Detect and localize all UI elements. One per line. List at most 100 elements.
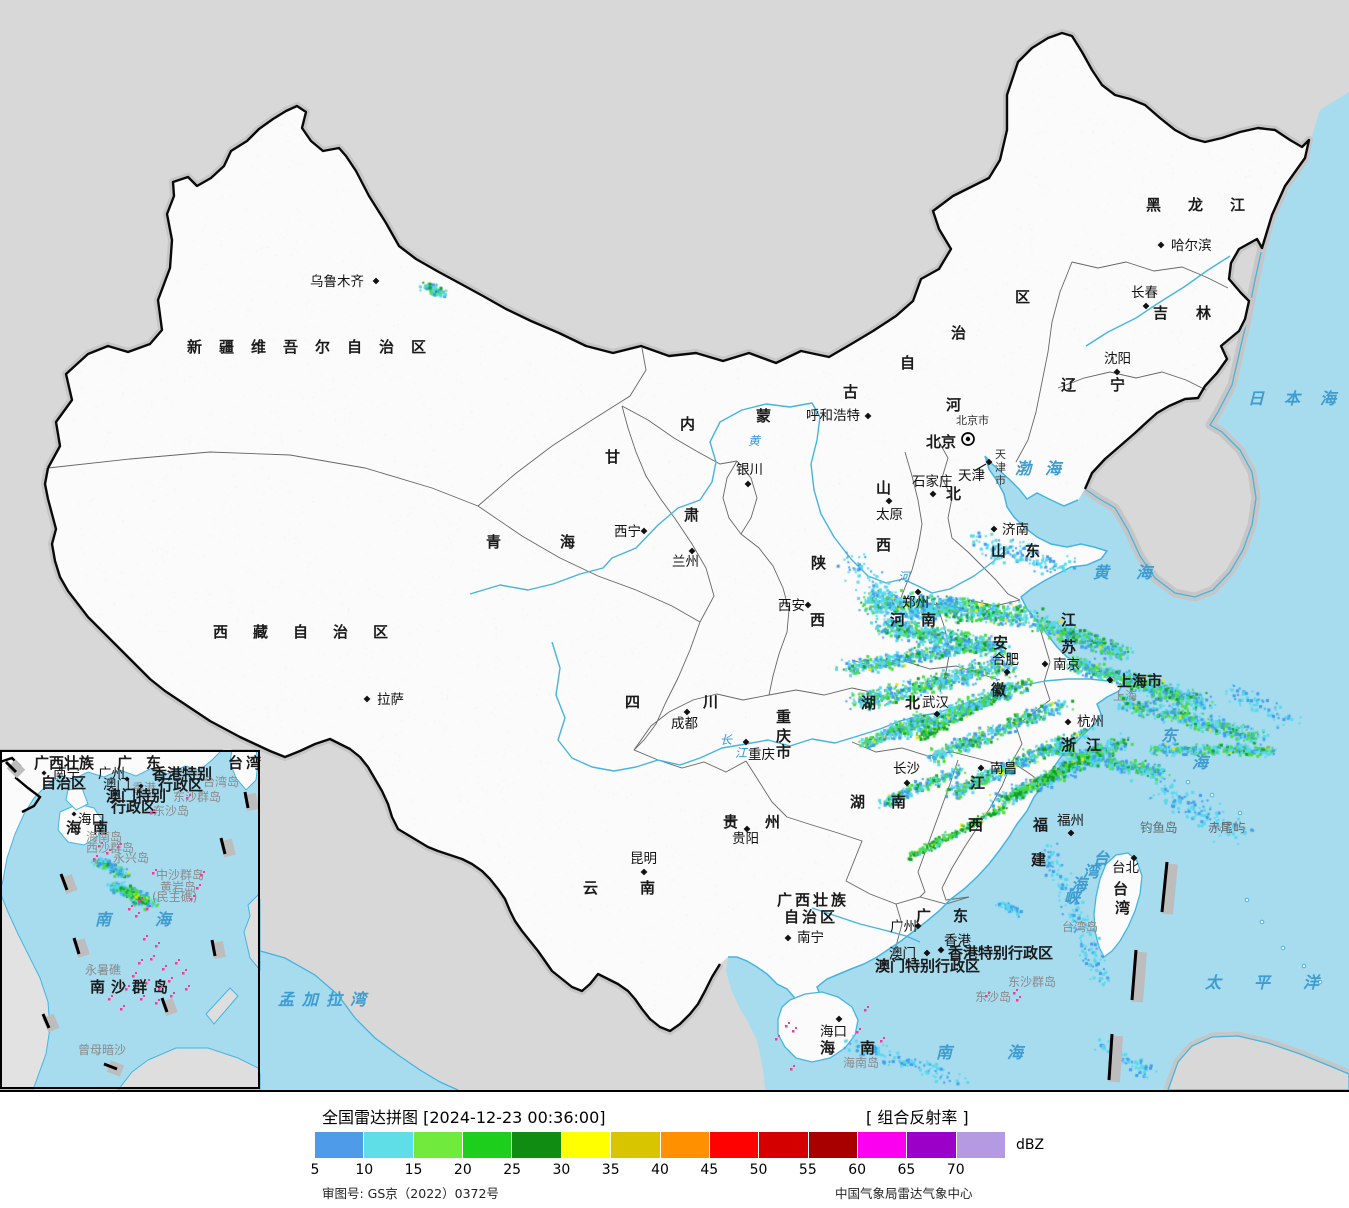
reef-mark [190,898,193,901]
province-label: 蒙 [756,407,771,425]
reef-mark [155,1002,158,1005]
river-label: 江 [735,746,749,760]
inset-label: 西沙群岛 [86,840,134,855]
sea-label: 峡 [1064,888,1083,907]
reef-mark [138,912,140,914]
reef-mark [153,809,155,811]
province-label: 四川 [625,693,781,711]
sea-label: 孟加拉湾 [278,990,374,1009]
city-label: 南宁 [797,929,824,946]
product-name: [ 组合反射率 ] [866,1108,969,1127]
city-marker [640,527,648,535]
reef-mark [196,887,199,890]
city-label: 南昌 [990,761,1017,777]
province-label: 徽 [990,681,1007,699]
province-label: 贵州 [723,813,807,831]
city-marker [804,601,812,609]
reef-mark [141,897,143,899]
reef-mark [146,935,148,937]
reef-mark [171,977,173,979]
city-label: 兰州 [672,554,699,570]
city-label: 太原 [876,507,903,523]
reef-mark [128,908,131,911]
colorbar-swatch-10 [364,1132,413,1158]
province-label: 湾 [1115,899,1130,917]
inset-boundary-dash [160,997,169,1013]
reef-mark [132,975,135,978]
province-label: 浙江 [1061,736,1111,754]
city-marker [1113,368,1121,376]
boundary-dash-shadow [211,940,226,960]
dbz-tick-50: 50 [749,1162,768,1178]
reef-mark [193,895,195,897]
map-title: 全国雷达拼图 [2024-12-23 00:36:00] [322,1108,606,1127]
reef-mark [120,1008,123,1011]
city-label: 香港 [944,933,972,949]
reef-mark [188,985,190,987]
reef-mark [149,905,151,907]
inset-label: 澳门特别 [106,787,166,805]
reef-mark [135,915,138,918]
dbz-tick-5: 5 [310,1162,320,1178]
reef-mark [785,1025,788,1028]
inset-label: 行政区 [157,776,203,794]
city-marker [914,588,922,596]
map-label: 东沙群岛 [1008,974,1056,989]
city-label: 成都 [671,716,698,732]
city-marker [1064,718,1072,726]
capital-marker [961,432,975,446]
boundary-dash-shadow [73,938,90,958]
city-label: 银川 [736,462,763,478]
city-marker [742,738,750,746]
province-label: 云南 [583,879,697,897]
city-marker [744,480,752,488]
reef-mark [131,905,133,907]
province-label: 海南 [820,1039,900,1057]
city-label: 南京 [1053,657,1080,673]
colorbar-swatch-35 [611,1132,660,1158]
dbz-tick-60: 60 [848,1162,867,1178]
city-label: 沈阳 [1104,351,1131,367]
province-label: 青海 [486,533,634,551]
province-label: 香港特别行政区 [948,944,1053,962]
inset-boundary-dash [210,939,217,957]
inset-label: 海南 [66,819,120,837]
inset-label: 香港特别 [152,765,212,783]
city-marker [937,946,945,954]
reef-mark [988,992,990,994]
province-label: 吉林 [1153,304,1239,322]
reef-mark [795,1027,797,1029]
reef-mark [158,988,161,991]
city-marker [1157,241,1165,249]
city-marker [903,779,911,787]
sea-label: 湾 [1083,862,1102,881]
reef-mark [93,858,96,861]
map-label: 钓鱼岛 [1140,820,1178,835]
sea-boundary-dash [1130,949,1138,1001]
city-label: 上海市 [1117,672,1162,690]
inset-label: 广西壮族 [34,754,95,772]
sea-label: 海 [1071,875,1090,894]
reef-mark [200,874,203,877]
province-label: 肃 [684,506,699,524]
dbz-colorbar [315,1132,1006,1158]
inset-boundary-dash [4,760,18,774]
reef-mark [859,1028,861,1030]
city-label: 重庆 [748,747,775,763]
river-label: 长 [720,733,733,747]
province-label: 庆 [776,727,791,745]
map-label: 台湾岛 [1062,919,1098,934]
river-label: 河 [898,570,912,584]
inset-label: 台湾岛 [203,774,239,789]
credit-label: 中国气象局雷达气象中心 [835,1186,973,1201]
colorbar-swatch-40 [660,1132,709,1158]
province-label: 宁 [1110,376,1125,394]
sea-label: 日本海 [1248,389,1349,408]
reef-mark [150,812,153,815]
inset-label: 永暑礁 [85,962,121,977]
colorbar-swatch-30 [561,1132,611,1158]
city-label: 合肥 [992,652,1019,668]
reef-mark [1016,999,1019,1002]
dbz-tick-20: 20 [453,1162,472,1178]
